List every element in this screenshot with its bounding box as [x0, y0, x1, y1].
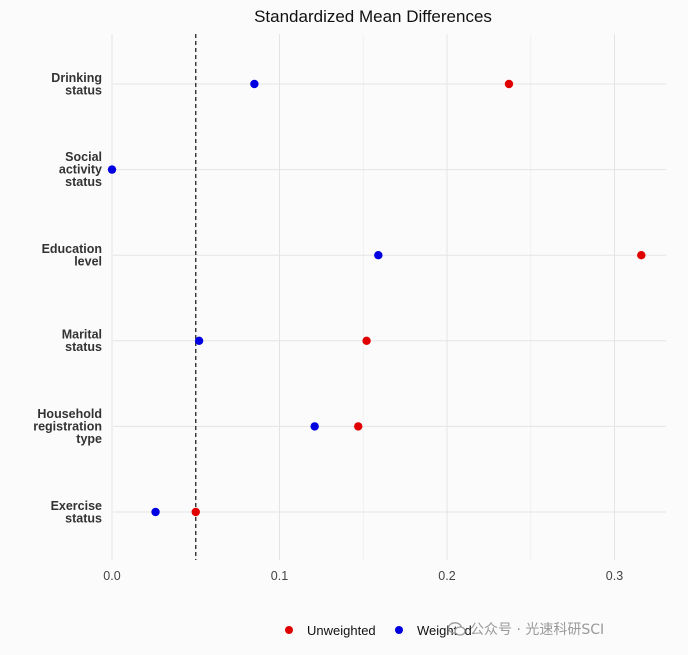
y-axis-label: Household — [37, 407, 102, 421]
y-axis-label: Exercise — [51, 499, 102, 513]
watermark: 公众号 · 光速科研SCI — [448, 619, 604, 639]
wechat-icon — [448, 622, 466, 636]
plot-panel — [113, 34, 666, 560]
y-axis-label: registration — [33, 419, 102, 433]
x-tick-label: 0.0 — [103, 569, 120, 583]
legend-key-unweighted — [285, 626, 293, 634]
legend-label-unweighted: Unweighted — [307, 623, 376, 638]
y-axis-labels: DrinkingstatusSocialactivitystatusEducat… — [33, 71, 102, 526]
y-axis-label: status — [65, 175, 102, 189]
y-axis-label: type — [76, 432, 102, 446]
y-axis-label: status — [65, 340, 102, 354]
x-tick-label: 0.2 — [438, 569, 455, 583]
chart-title: Standardized Mean Differences — [254, 7, 492, 26]
y-axis-label: activity — [59, 163, 102, 177]
legend: Unweighted Weighted — [285, 623, 472, 638]
point-unweighted — [191, 507, 200, 517]
y-axis-label: Education — [42, 242, 102, 256]
point-unweighted — [637, 251, 646, 260]
x-axis-tick-labels: 0.0 0.1 0.2 0.3 — [103, 569, 623, 583]
y-axis-label: level — [74, 254, 102, 268]
y-axis-label: Marital — [62, 328, 102, 342]
legend-key-weighted — [395, 626, 403, 634]
watermark-text: 公众号 · 光速科研SCI — [470, 622, 605, 638]
point-weighted — [250, 79, 259, 89]
point-unweighted — [504, 79, 514, 89]
point-unweighted — [362, 336, 371, 345]
y-axis-label: Social — [65, 150, 102, 164]
x-tick-label: 0.1 — [271, 569, 288, 583]
data-points — [107, 79, 646, 517]
y-axis-label: Drinking — [51, 71, 102, 85]
point-weighted — [151, 507, 160, 517]
point-weighted — [374, 251, 383, 260]
point-unweighted — [354, 422, 363, 431]
point-weighted — [107, 165, 117, 174]
x-tick-label: 0.3 — [606, 569, 623, 583]
point-weighted — [194, 336, 204, 345]
point-weighted — [310, 422, 319, 431]
y-axis-label: status — [65, 83, 102, 97]
y-axis-label: status — [65, 511, 102, 525]
